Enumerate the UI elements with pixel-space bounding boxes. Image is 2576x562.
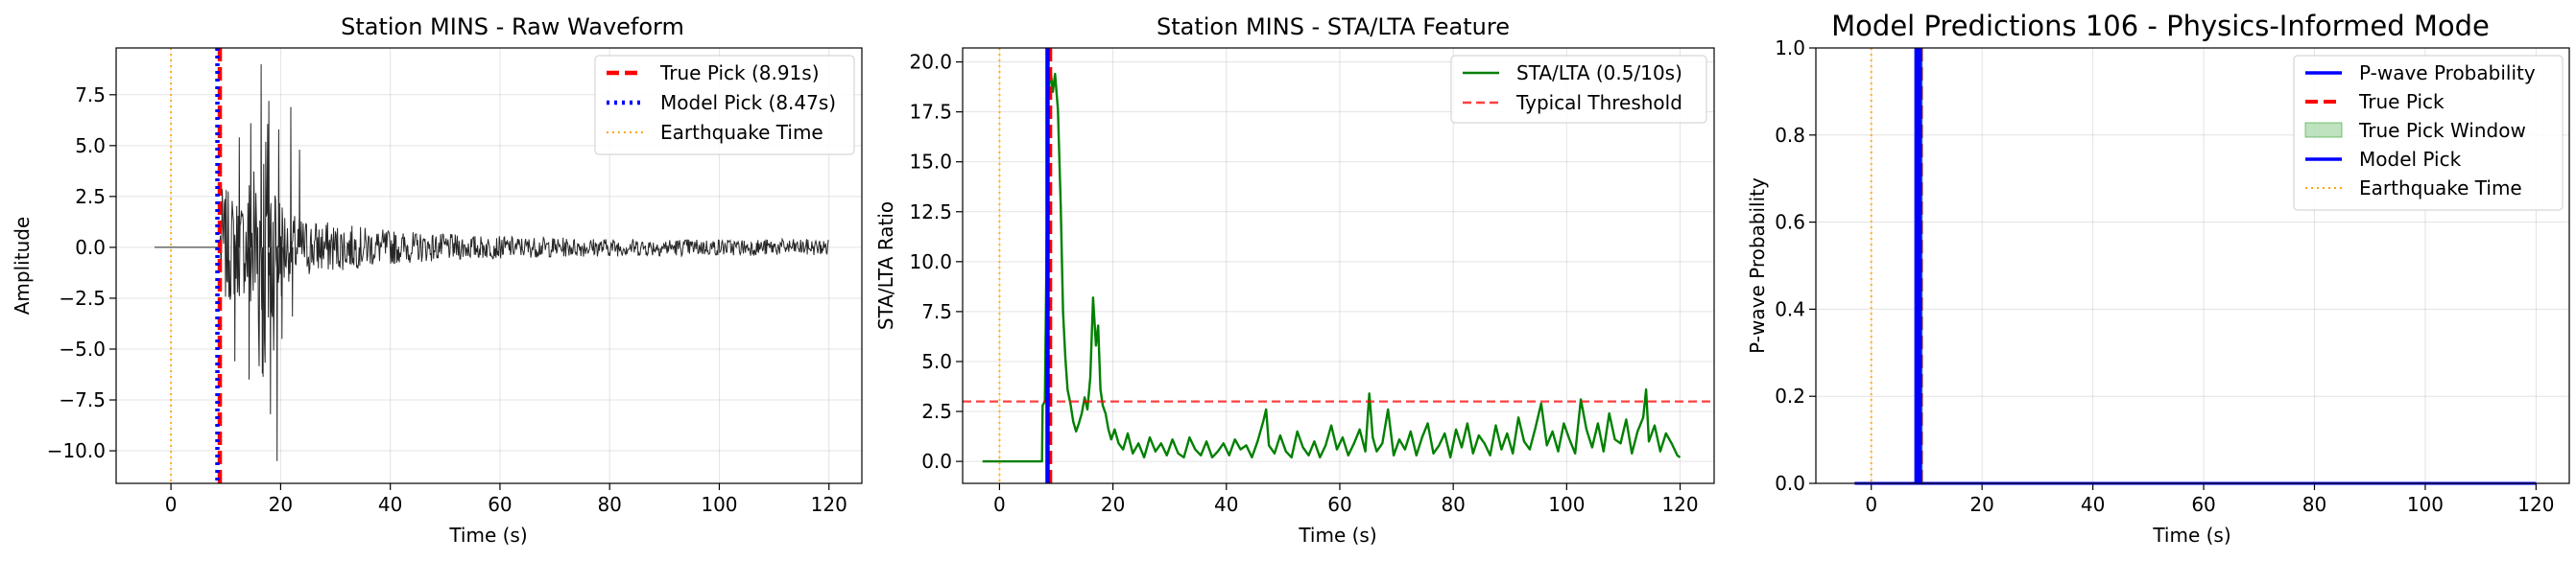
x-axis-label: Time (s) (448, 524, 527, 547)
y-tick-label: 20.0 (909, 51, 952, 74)
x-tick-label: 100 (701, 493, 737, 516)
chart-title: Model Predictions 106 - Physics-Informed… (1831, 10, 2490, 42)
y-tick-label: 15.0 (909, 151, 952, 174)
y-tick-label: 0.0 (1775, 472, 1805, 495)
y-tick-label: 7.5 (921, 300, 952, 323)
axis-ticks: 0 20 40 60 80 100 120 0.0 0.2 0.4 0.6 0.8 1.0 (1775, 36, 2554, 516)
x-tick-label: 20 (1101, 493, 1125, 516)
x-tick-label: 100 (2407, 493, 2444, 516)
legend-swatch-window (2304, 122, 2343, 138)
x-axis-label: Time (s) (1298, 524, 1376, 547)
y-tick-label: 5.0 (921, 350, 952, 373)
x-tick-label: 120 (811, 493, 847, 516)
axes-frame (115, 47, 863, 484)
waveform-line (155, 63, 829, 461)
y-tick-label: 10.0 (909, 250, 952, 273)
panel-model-predictions: Model Predictions 106 - Physics-Informed… (1746, 10, 2570, 547)
legend-label: Earthquake Time (660, 121, 823, 144)
legend-box (1450, 55, 1707, 124)
panel-raw-waveform: Station MINS - Raw Waveform 0 20 40 60 80 100… (11, 13, 863, 547)
x-tick-label: 120 (1661, 493, 1698, 516)
plot-area (155, 48, 829, 483)
legend: P-wave Probability True Pick True Pick W… (2293, 55, 2564, 211)
x-tick-label: 0 (165, 493, 178, 516)
y-tick-label: 0.8 (1775, 124, 1805, 147)
x-tick-label: 40 (378, 493, 402, 516)
legend-box (594, 55, 855, 155)
axes-frame (962, 47, 1715, 484)
chart-title: Station MINS - Raw Waveform (341, 13, 684, 40)
y-axis-label: STA/LTA Ratio (874, 201, 897, 330)
legend-label: Model Pick (8.47s) (660, 91, 836, 114)
y-tick-label: 0.4 (1775, 297, 1805, 320)
plot-area (963, 48, 1714, 483)
y-tick-label: 0.0 (75, 236, 106, 259)
legend: True Pick (8.91s) Model Pick (8.47s) Ear… (594, 55, 855, 155)
y-tick-label: −5.0 (59, 338, 106, 361)
panel-sta-lta: Station MINS - STA/LTA Feature 0 20 40 60 80… (874, 13, 1715, 547)
legend-label: P-wave Probability (2359, 61, 2536, 84)
legend-label: True Pick (8.91s) (659, 61, 820, 84)
x-tick-label: 100 (1548, 493, 1585, 516)
y-tick-label: −10.0 (47, 439, 106, 462)
axis-ticks: 0 20 40 60 80 100 120 −10.0 −7.5 −5.0 −2.5 0.0 2.5 5.… (47, 83, 847, 516)
y-tick-label: 7.5 (75, 83, 106, 106)
x-tick-label: 80 (1441, 493, 1465, 516)
legend: STA/LTA (0.5/10s) Typical Threshold (1450, 55, 1707, 124)
y-tick-label: 1.0 (1775, 36, 1805, 59)
x-tick-label: 40 (1214, 493, 1238, 516)
legend-label: True Pick (2358, 90, 2445, 113)
y-tick-label: 5.0 (75, 134, 106, 157)
x-tick-label: 0 (993, 493, 1006, 516)
x-axis-label: Time (s) (2152, 524, 2230, 547)
axis-ticks: 0 20 40 60 80 100 120 0.0 2.5 5.0 7.5 10.0 12.5 15.0 1… (909, 51, 1698, 516)
y-tick-label: −2.5 (59, 287, 106, 310)
legend-label: STA/LTA (0.5/10s) (1516, 61, 1682, 84)
y-tick-label: 2.5 (921, 400, 952, 423)
y-tick-label: 0.6 (1775, 211, 1805, 234)
x-tick-label: 40 (2081, 493, 2105, 516)
y-tick-label: 2.5 (75, 185, 106, 208)
legend-label: True Pick Window (2358, 119, 2526, 142)
x-tick-label: 80 (2302, 493, 2326, 516)
x-tick-label: 0 (1865, 493, 1877, 516)
legend-label: Typical Threshold (1515, 91, 1682, 114)
x-tick-label: 60 (1327, 493, 1351, 516)
chart-title: Station MINS - STA/LTA Feature (1157, 13, 1510, 40)
y-axis-label: P-wave Probability (1746, 177, 1769, 354)
y-tick-label: 17.5 (909, 101, 952, 124)
x-tick-label: 20 (269, 493, 293, 516)
y-tick-label: 0.0 (921, 450, 952, 473)
y-tick-label: 12.5 (909, 200, 952, 223)
series-line (982, 68, 1682, 463)
x-tick-label: 60 (488, 493, 512, 516)
legend-label: Earthquake Time (2359, 176, 2522, 199)
x-tick-label: 80 (597, 493, 621, 516)
y-tick-label: −7.5 (59, 388, 106, 411)
legend-box (2293, 55, 2564, 211)
y-axis-label: Amplitude (11, 217, 34, 316)
y-tick-label: 0.2 (1775, 385, 1805, 408)
legend-label: Model Pick (2359, 148, 2462, 171)
x-tick-label: 20 (1969, 493, 1993, 516)
axes-frame (1815, 47, 2570, 484)
x-tick-label: 60 (2191, 493, 2215, 516)
x-tick-label: 120 (2517, 493, 2554, 516)
